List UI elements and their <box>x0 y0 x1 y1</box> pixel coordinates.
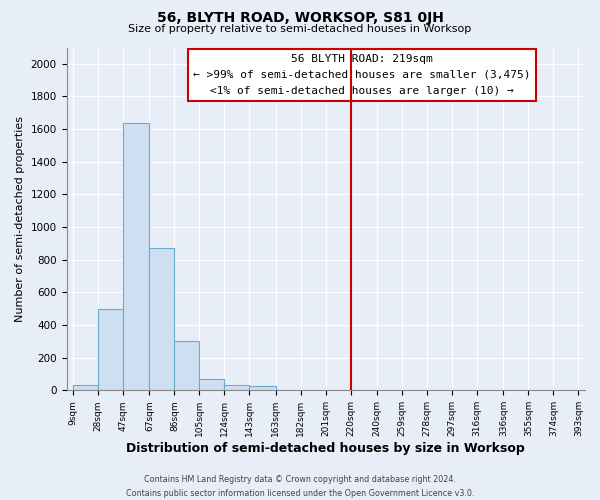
Y-axis label: Number of semi-detached properties: Number of semi-detached properties <box>15 116 25 322</box>
X-axis label: Distribution of semi-detached houses by size in Worksop: Distribution of semi-detached houses by … <box>127 442 525 455</box>
Bar <box>175 340 199 390</box>
Bar <box>199 379 224 390</box>
Text: 56, BLYTH ROAD, WORKSOP, S81 0JH: 56, BLYTH ROAD, WORKSOP, S81 0JH <box>157 11 443 25</box>
Text: Contains HM Land Registry data © Crown copyright and database right 2024.
Contai: Contains HM Land Registry data © Crown c… <box>126 476 474 498</box>
Bar <box>98 308 123 390</box>
Bar <box>149 248 175 390</box>
Bar <box>123 122 149 390</box>
Bar <box>224 384 250 390</box>
Text: 56 BLYTH ROAD: 219sqm
← >99% of semi-detached houses are smaller (3,475)
<1% of : 56 BLYTH ROAD: 219sqm ← >99% of semi-det… <box>193 54 531 96</box>
Text: Size of property relative to semi-detached houses in Worksop: Size of property relative to semi-detach… <box>128 24 472 34</box>
Bar <box>73 384 98 390</box>
Bar <box>250 386 276 390</box>
